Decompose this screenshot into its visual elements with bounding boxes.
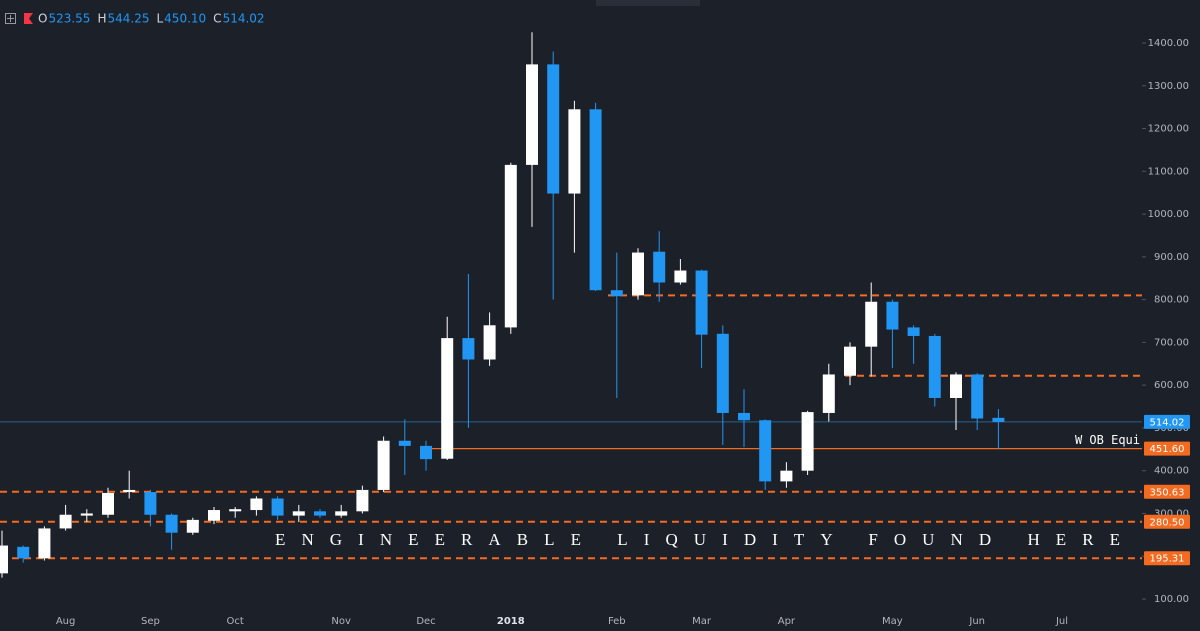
top-tab [596,0,700,6]
candle-body [356,489,369,512]
candle-body [377,440,390,490]
y-tick-label: 900.00 [1154,252,1189,263]
x-tick-label: May [882,616,903,627]
candle-body [123,489,136,493]
y-tick-label: 1000.00 [1148,209,1189,220]
y-tick-label: 600.00 [1154,380,1189,391]
candle-body [59,514,72,529]
ohlc-value: 523.55 [48,12,90,26]
candle-body [695,270,708,335]
price-tag-label: 514.02 [1150,417,1185,428]
candle-body [610,290,623,297]
candle-body [208,510,220,521]
candle-body [653,251,666,283]
y-tick-label: 400.00 [1154,466,1189,477]
candle-body [102,492,114,515]
y-tick-label: 1400.00 [1148,38,1189,49]
candle-body [250,498,263,511]
price-tag [1144,484,1190,499]
y-tick-label: 100.00 [1154,594,1189,605]
candle-body [271,498,284,516]
candle-body [759,420,772,482]
candle-body [822,374,835,413]
candle-body [547,64,560,194]
candle-body [229,509,242,512]
ohlc-value: 450.10 [164,12,206,26]
y-tick-label: 1200.00 [1148,124,1189,135]
price-tag-label: 451.60 [1150,444,1185,455]
candle-body [38,528,51,559]
candle-body [186,519,199,533]
price-tag [1144,441,1190,456]
price-tag-label: 350.63 [1150,487,1185,498]
candle-body [801,412,814,471]
candle-body [886,301,899,330]
candle-body [441,338,454,459]
candle-body [950,374,962,398]
x-tick-label: Nov [331,616,351,627]
ohlc-key: L [156,12,163,26]
candle-body [674,270,687,283]
y-tick-label: 1300.00 [1148,81,1189,92]
candle-body [462,338,475,360]
y-tick-label: 300.00 [1154,508,1189,519]
candle-body [865,301,878,347]
x-tick-label: Jun [968,616,985,627]
candle-body [632,252,644,296]
candle-body [589,109,602,291]
y-tick-label: 1100.00 [1148,166,1189,177]
price-tag-label: 280.50 [1150,517,1185,528]
candle-body [526,64,538,165]
ohlc-key: O [38,12,47,26]
x-tick-label: Oct [227,616,244,627]
expand-icon [5,13,16,24]
price-tag [1144,514,1190,529]
candle-body [992,417,1005,422]
candle-body [314,511,326,516]
candle-body [17,546,30,559]
candle-body [780,470,793,482]
ohlc-value: 544.25 [107,12,149,26]
candle-body [420,445,432,460]
price-axis: 100.00200.00300.00400.00500.00600.00700.… [1142,38,1190,605]
candle-body [292,511,305,516]
ohlc-key: C [213,12,221,26]
x-tick-label: Sep [141,616,160,627]
candle-body [738,412,750,421]
candle-body [928,335,941,398]
candle-body [144,492,157,515]
y-tick-label: 800.00 [1154,295,1189,306]
candle-body [165,514,178,533]
candle-body [844,346,856,376]
candle-body [907,327,920,336]
x-tick-label: Feb [608,616,626,627]
ohlc-value: 514.02 [223,12,265,26]
ohlc-key: H [97,12,106,26]
candle-body [568,109,581,194]
candle-body [335,511,348,516]
candle-body [0,545,8,574]
price-tag [1144,551,1190,566]
level-note: W OB Equi [1075,433,1140,447]
x-tick-label: Aug [56,616,76,627]
candle-body [504,164,517,328]
flag-icon [24,13,33,24]
candle-body [483,325,496,360]
x-tick-label: Dec [416,616,435,627]
y-tick-label: 700.00 [1154,337,1189,348]
x-tick-label: 2018 [497,616,525,627]
x-tick-label: Mar [692,616,712,627]
candle-body [716,333,729,413]
x-tick-label: Jul [1055,616,1068,627]
x-tick-label: Apr [778,616,796,627]
price-tag [1144,414,1190,429]
candle-body [398,440,411,446]
candle-body [80,513,93,516]
candle-body [971,374,984,419]
price-tag-label: 195.31 [1150,554,1185,565]
toolbar-icons [5,13,33,24]
